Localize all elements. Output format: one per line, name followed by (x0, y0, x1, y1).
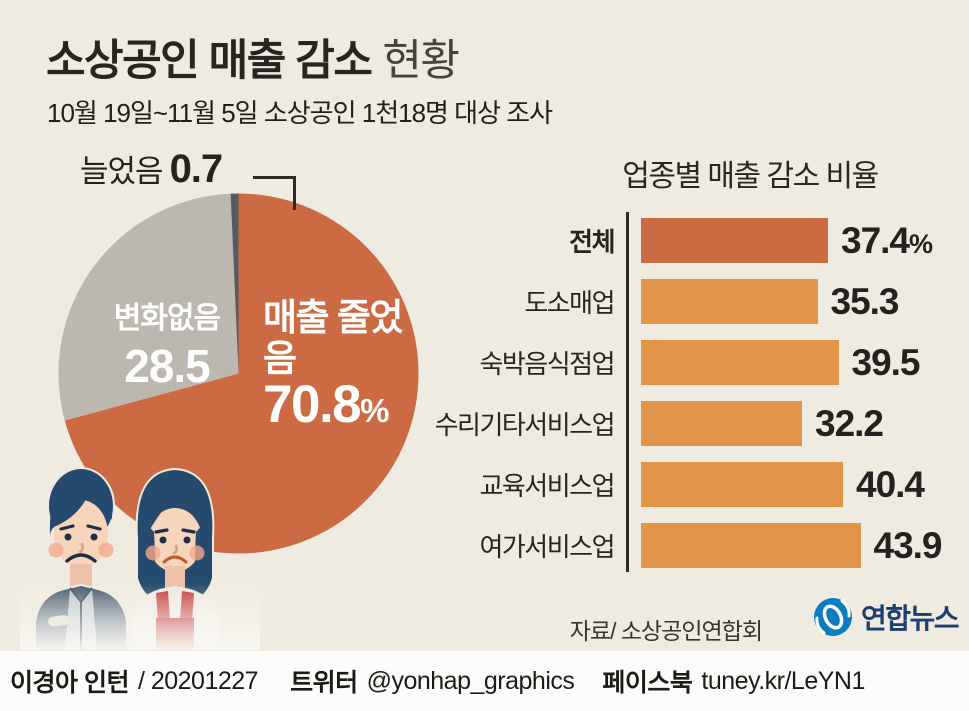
pie-label-decrease: 매출 줄었음 70.8% (263, 297, 423, 438)
yonhap-swirl-icon (814, 598, 852, 636)
bar-value-label: 32.2 (815, 402, 884, 444)
bar (641, 462, 843, 507)
bar (641, 279, 818, 324)
credit-footer: 이경아 인턴 / 20201227 트위터 @yonhap_graphics 페… (0, 651, 969, 711)
illustration-fade (20, 582, 260, 650)
pie-label-decrease-value: 70.8 (263, 375, 362, 434)
bar-value-label: 35.3 (830, 280, 900, 322)
bar-row: 숙박음식점업 39.5 (410, 332, 960, 393)
survey-subtitle: 10월 19일~11월 5일 소상공인 1천18명 대상 조사 (47, 98, 553, 128)
pie-label-decrease-text: 매출 줄었음 (263, 297, 403, 379)
bar (641, 523, 861, 568)
credit-author: 이경아 인턴 (10, 669, 129, 697)
pie-label-nochange: 변화없음 28.5 (88, 293, 246, 393)
pie-label-decrease-value-row: 70.8% (263, 378, 423, 438)
bar-category-label: 교육서비스업 (479, 471, 615, 501)
bar-category-label: 숙박음식점업 (479, 349, 615, 379)
bar-category-label: 전체 (569, 227, 615, 257)
credit-facebook-label: 페이스북 (602, 669, 693, 697)
data-source: 자료/ 소상공인연합회 (569, 618, 763, 644)
pie-callout-connector (253, 176, 296, 210)
pie-label-nochange-text: 변화없음 (113, 302, 221, 335)
page-title: 소상공인 매출 감소 현황 (46, 26, 460, 88)
pie-label-decrease-unit: % (360, 392, 390, 429)
bar-row: 전체 37.4% (410, 210, 960, 271)
credit-twitter-label: 트위터 (290, 669, 358, 697)
bar-row: 수리기타서비스업 32.2 (410, 393, 960, 454)
bar-value-label: 43.9 (873, 524, 943, 566)
pie-label-increase: 늘었음 0.7 (80, 146, 224, 192)
bar-chart-axis-line (626, 212, 629, 572)
credit-twitter-handle: @yonhap_graphics (366, 666, 575, 695)
pie-slice-1 (58, 193, 239, 421)
bar-value-label: 37.4% (841, 219, 933, 261)
shop-owners-illustration (20, 467, 260, 650)
bar-value-label: 39.5 (851, 341, 921, 383)
bar-row: 교육서비스업 40.4 (410, 454, 960, 515)
bar-value-unit: % (909, 228, 933, 259)
credit-date: / 20201227 (137, 666, 259, 695)
pie-slice-2 (230, 193, 239, 374)
bar (641, 340, 839, 385)
page-title-rest: 현황 (382, 37, 460, 85)
bar-value-label: 40.4 (856, 463, 925, 505)
sales-change-pie-chart (58, 193, 419, 554)
yonhap-logo-text: 연합뉴스 (861, 603, 960, 634)
pie-slice-0 (64, 193, 419, 554)
bar-chart: 전체 37.4% 도소매업 35.3 숙박음식점업 39.5 수리기타서비스업 32.2 교육서… (410, 210, 960, 576)
bar-category-label: 수리기타서비스업 (434, 410, 616, 440)
bar-category-label: 여가서비스업 (479, 532, 615, 562)
credit-facebook-handle: tuney.kr/LeYN1 (701, 666, 865, 695)
bar-category-label: 도소매업 (524, 288, 615, 318)
bar-row: 여가서비스업 43.9 (410, 515, 960, 576)
pie-label-increase-text: 늘었음 (80, 154, 164, 189)
bar (641, 218, 828, 263)
bar-chart-title: 업종별 매출 감소 비율 (622, 160, 879, 193)
yonhap-logo: 연합뉴스 (812, 596, 960, 638)
pie-label-increase-value: 0.7 (169, 147, 224, 191)
page-title-emphasis: 소상공인 매출 감소 (46, 37, 373, 85)
bar (641, 401, 802, 446)
pie-label-nochange-value: 28.5 (124, 340, 211, 392)
bar-row: 도소매업 35.3 (410, 271, 960, 332)
